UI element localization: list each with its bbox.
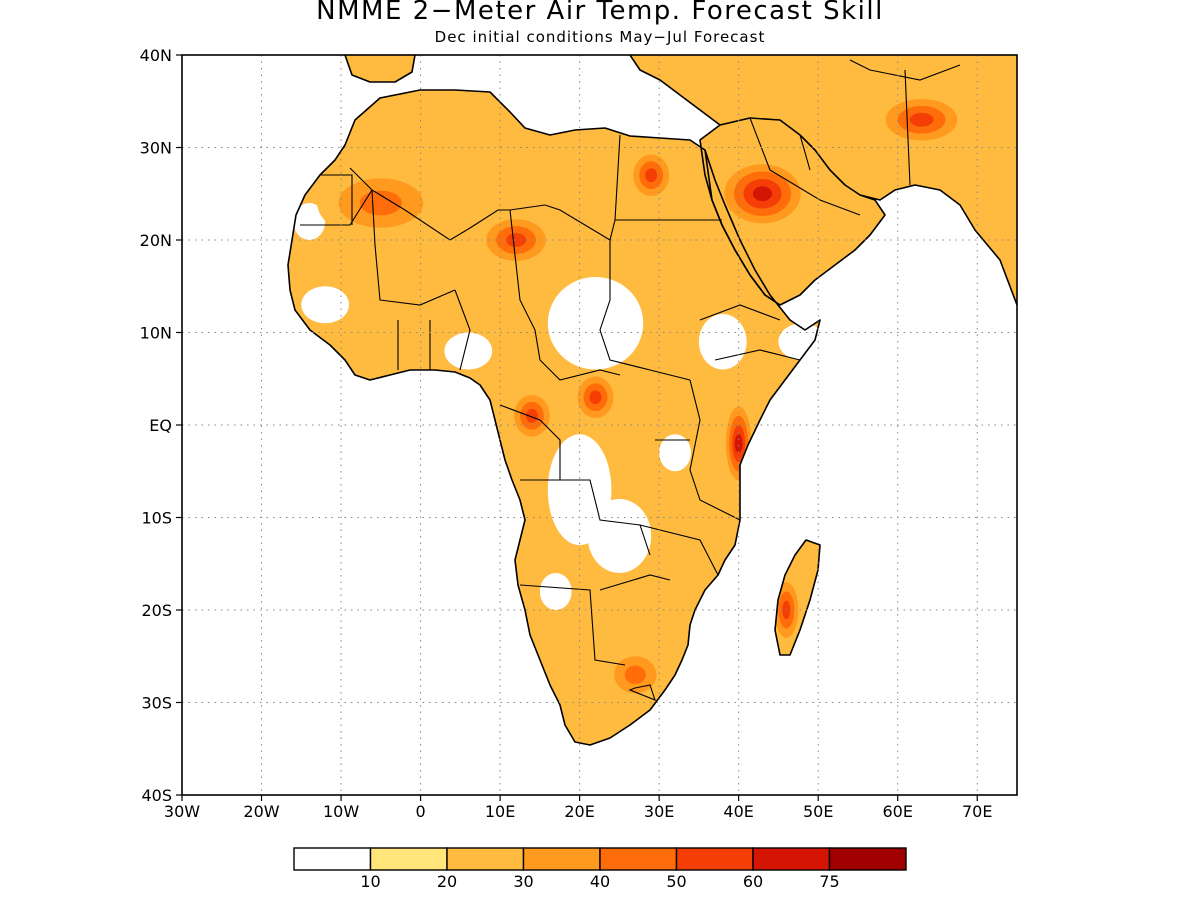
x-tick-label: 30E (644, 802, 674, 821)
colorbar-swatch (599, 847, 678, 871)
colorbar-label: 20 (437, 872, 457, 891)
skill-region (909, 112, 934, 127)
x-tick-label: 10E (485, 802, 515, 821)
low-skill-patch (587, 499, 652, 573)
colorbar-swatch (369, 847, 448, 871)
y-tick-label: 30N (140, 139, 172, 158)
map-axes: 30W 20W 10W 0 10E 20E 30E 40E 50E 60E 70E 40N 30N 20N… (140, 46, 1018, 821)
y-tick-label: 10S (141, 509, 172, 528)
x-tick-label: 10W (323, 802, 359, 821)
y-tick-label: EQ (149, 416, 172, 435)
x-tick-label: 20W (243, 802, 279, 821)
colorbar: 10 20 30 40 50 60 75 (293, 847, 907, 891)
x-tick-label: 20E (564, 802, 594, 821)
skill-region (752, 186, 773, 202)
y-tick-label: 10N (140, 324, 172, 343)
skill-region (359, 190, 403, 216)
colorbar-swatch (446, 847, 525, 871)
y-tick-label: 40S (141, 786, 172, 805)
low-skill-patch (293, 203, 326, 240)
colorbar-swatch (293, 847, 372, 871)
skill-region (624, 665, 646, 684)
colorbar-label: 10 (360, 872, 380, 891)
colorbar-label: 75 (819, 872, 839, 891)
x-tick-label: 30W (164, 802, 200, 821)
y-tick-label: 20N (140, 231, 172, 250)
colorbar-swatch (752, 847, 831, 871)
plot-frame (181, 54, 1018, 796)
x-tick-label: 70E (962, 802, 992, 821)
skill-region (782, 600, 791, 620)
colorbar-label: 30 (513, 872, 533, 891)
coastlines (287, 55, 1017, 746)
y-tick-label: 20S (141, 601, 172, 620)
skill-region (645, 168, 658, 183)
colorbar-label: 40 (590, 872, 610, 891)
low-skill-patch (698, 314, 747, 370)
low-skill-patch (444, 332, 493, 370)
x-tick-label: 60E (882, 802, 912, 821)
colorbar-swatch (828, 847, 907, 871)
chart-title: NMME 2−Meter Air Temp. Forecast Skill (316, 0, 884, 26)
colorbar-label: 50 (666, 872, 686, 891)
chart-subtitle: Dec initial conditions May−Jul Forecast (434, 28, 766, 46)
y-tick-label: 30S (141, 694, 172, 713)
low-skill-patch (659, 434, 691, 472)
x-tick-label: 0 (415, 802, 425, 821)
colorbar-swatch (675, 847, 754, 871)
skill-region (506, 233, 526, 247)
low-skill-patch (301, 286, 349, 324)
low-skill-patch (547, 277, 644, 370)
colorbar-label: 60 (743, 872, 763, 891)
x-tick-label: 40E (723, 802, 753, 821)
country-borders (300, 59, 961, 701)
skill-region (589, 390, 602, 405)
low-skill-patch (539, 573, 572, 610)
skill-region (525, 408, 538, 423)
skill-region (734, 434, 743, 453)
y-tick-label: 40N (140, 46, 172, 65)
colorbar-swatch (522, 847, 601, 871)
x-tick-label: 50E (803, 802, 833, 821)
